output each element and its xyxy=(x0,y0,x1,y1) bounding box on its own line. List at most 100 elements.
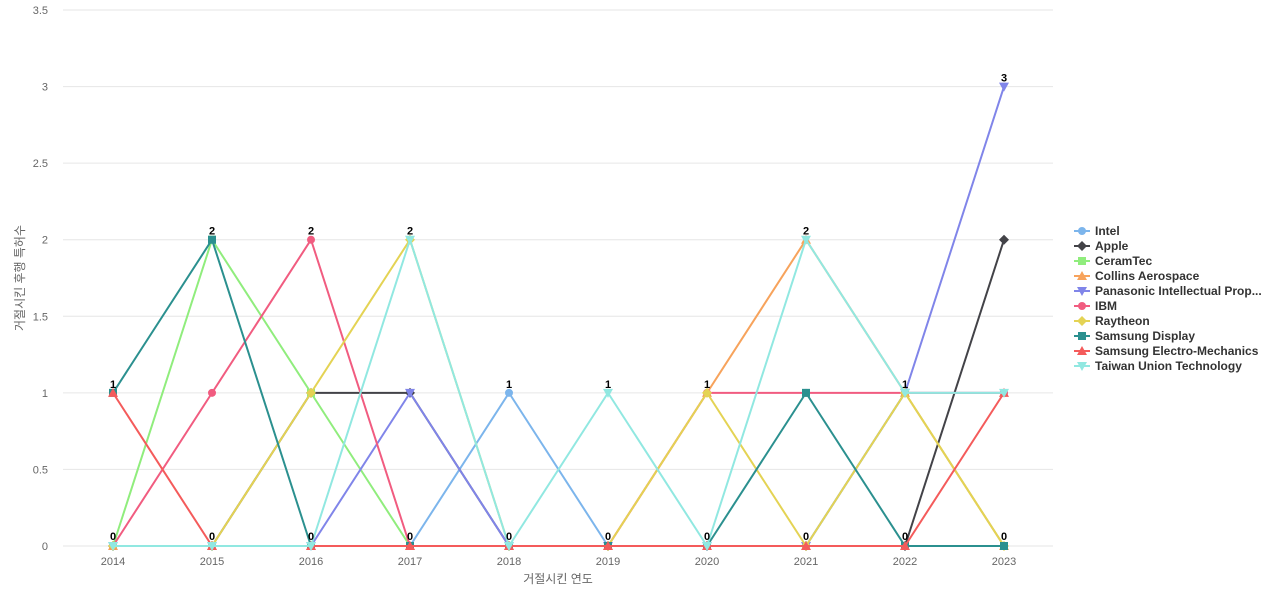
y-tick-label: 1.5 xyxy=(33,311,48,323)
data-point[interactable] xyxy=(504,542,514,551)
y-tick-label: 2.5 xyxy=(33,158,48,170)
data-label-max: 3 xyxy=(1001,73,1007,85)
legend-marker[interactable] xyxy=(1077,287,1087,296)
y-tick-label: 2 xyxy=(42,235,48,247)
data-point[interactable] xyxy=(307,235,315,244)
legend-item[interactable]: Intel xyxy=(1074,224,1120,238)
legend-label: Intel xyxy=(1095,224,1120,238)
legend-marker[interactable] xyxy=(1077,316,1087,326)
legend-marker[interactable] xyxy=(1078,227,1086,235)
x-tick-label: 2023 xyxy=(992,556,1016,568)
data-point[interactable] xyxy=(208,235,216,244)
legend-label: Panasonic Intellectual Prop... xyxy=(1095,284,1262,298)
data-label-min: 0 xyxy=(308,531,314,543)
data-labels: 1 0 2 0 2 0 2 0 1 0 1 0 1 0 2 0 1 0 3 0 xyxy=(110,73,1007,543)
data-point[interactable] xyxy=(505,388,513,397)
legend-label: Collins Aerospace xyxy=(1095,269,1200,283)
legend-item[interactable]: CeramTec xyxy=(1074,254,1152,268)
data-label-max: 2 xyxy=(803,226,809,238)
legend-item[interactable]: Taiwan Union Technology xyxy=(1074,359,1242,373)
legend-label: Samsung Electro-Mechanics xyxy=(1095,344,1259,358)
data-label-max: 2 xyxy=(209,226,215,238)
data-point[interactable] xyxy=(405,235,415,245)
data-point[interactable] xyxy=(108,542,118,551)
data-point[interactable] xyxy=(1000,542,1008,550)
data-point[interactable] xyxy=(306,387,316,398)
x-tick-label: 2014 xyxy=(101,556,125,568)
x-tick-label: 2021 xyxy=(794,556,818,568)
x-tick-label: 2020 xyxy=(695,556,719,568)
series-10[interactable] xyxy=(108,235,1009,551)
y-tick-label: 0 xyxy=(42,541,48,553)
data-label-min: 0 xyxy=(704,531,710,543)
data-label-max: 2 xyxy=(308,226,314,238)
data-label-min: 0 xyxy=(605,531,611,543)
data-point[interactable] xyxy=(702,387,712,398)
x-tick-label: 2018 xyxy=(497,556,521,568)
data-point[interactable] xyxy=(108,387,118,397)
legend-marker[interactable] xyxy=(1078,302,1086,310)
legend-marker[interactable] xyxy=(1078,257,1086,265)
legend-label: Apple xyxy=(1095,239,1129,253)
legend-item[interactable]: Samsung Display xyxy=(1074,329,1195,343)
data-point[interactable] xyxy=(306,542,316,551)
data-point[interactable] xyxy=(702,542,712,551)
x-tick-label: 2019 xyxy=(596,556,620,568)
legend-label: CeramTec xyxy=(1095,254,1152,268)
x-tick-label: 2022 xyxy=(893,556,917,568)
data-label-max: 1 xyxy=(902,379,908,391)
data-label-min: 0 xyxy=(1001,531,1007,543)
x-axis-title: 거절시킨 연도 xyxy=(523,572,593,586)
legend-marker[interactable] xyxy=(1077,241,1087,251)
legend-item[interactable]: Raytheon xyxy=(1074,314,1150,328)
legend-marker[interactable] xyxy=(1077,362,1087,371)
data-point[interactable] xyxy=(207,542,217,551)
legend-label: Samsung Display xyxy=(1095,329,1195,343)
y-tick-label: 1 xyxy=(42,388,48,400)
data-label-min: 0 xyxy=(803,531,809,543)
x-axis-ticks: 2014 2015 2016 2017 2018 2019 2020 2021 2022 2023 xyxy=(101,556,1016,568)
data-label-min: 0 xyxy=(407,531,413,543)
data-point[interactable] xyxy=(801,235,811,245)
data-point[interactable] xyxy=(405,541,415,550)
legend-label: IBM xyxy=(1095,299,1117,313)
data-label-min: 0 xyxy=(110,531,116,543)
data-point[interactable] xyxy=(603,541,613,550)
y-axis-title: 거절시킨 후행 특허수 xyxy=(12,225,27,331)
legend-marker[interactable] xyxy=(1077,271,1087,280)
legend-item[interactable]: IBM xyxy=(1074,299,1117,313)
y-tick-label: 3.5 xyxy=(33,5,48,17)
data-label-max: 2 xyxy=(407,226,413,238)
data-point[interactable] xyxy=(801,541,811,550)
series-line[interactable] xyxy=(113,238,1004,547)
data-point[interactable] xyxy=(900,541,910,550)
legend-item[interactable]: Panasonic Intellectual Prop... xyxy=(1074,284,1262,298)
legend-marker[interactable] xyxy=(1077,346,1087,355)
y-tick-label: 0.5 xyxy=(33,464,48,476)
data-point[interactable] xyxy=(208,388,216,397)
legend-item[interactable]: Samsung Electro-Mechanics xyxy=(1074,344,1259,358)
y-tick-label: 3 xyxy=(42,82,48,94)
data-label-min: 0 xyxy=(902,531,908,543)
data-label-min: 0 xyxy=(506,531,512,543)
legend-label: Raytheon xyxy=(1095,314,1150,328)
x-tick-label: 2017 xyxy=(398,556,422,568)
data-point[interactable] xyxy=(999,388,1009,398)
legend-item[interactable]: Collins Aerospace xyxy=(1074,269,1200,283)
legend-label: Taiwan Union Technology xyxy=(1095,359,1242,373)
data-point[interactable] xyxy=(405,388,415,398)
x-tick-label: 2015 xyxy=(200,556,224,568)
gridlines xyxy=(63,9,1053,547)
data-point[interactable] xyxy=(900,388,910,398)
data-label-max: 1 xyxy=(704,379,710,391)
data-point[interactable] xyxy=(999,234,1009,245)
data-point[interactable] xyxy=(802,388,810,397)
data-point[interactable] xyxy=(999,82,1009,92)
legend-marker[interactable] xyxy=(1078,332,1086,340)
data-point[interactable] xyxy=(603,388,613,398)
legend-item[interactable]: Apple xyxy=(1074,239,1129,253)
data-label-max: 1 xyxy=(605,379,611,391)
